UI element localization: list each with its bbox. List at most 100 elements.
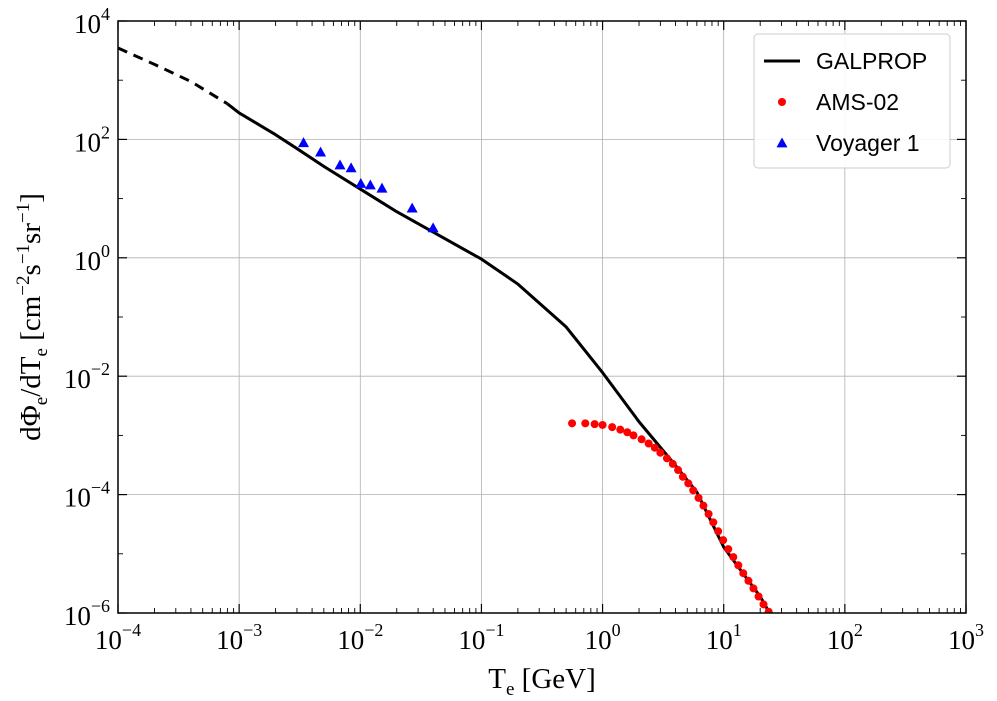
x-tick-label: 103 [948, 620, 984, 655]
ams02-point [678, 472, 687, 481]
ams02-point [694, 493, 703, 502]
x-tick-label-base: 10 [706, 625, 733, 655]
x-tick-label: 102 [827, 620, 863, 655]
x-tick-label-base: 10 [458, 625, 485, 655]
y-axis-title-part: e [31, 348, 52, 356]
ams02-point [709, 518, 718, 527]
legend-label: AMS-02 [816, 89, 899, 115]
ams02-point [704, 510, 713, 519]
x-tick-label-exponent: −3 [243, 620, 262, 640]
legend-label: GALPROP [816, 48, 927, 74]
minor-ticks [118, 21, 966, 613]
voyager1-point [406, 202, 418, 213]
voyager1-point [345, 162, 357, 173]
voyager1-point [334, 159, 346, 170]
voyager1-point [364, 179, 376, 190]
x-tick-label-base: 10 [948, 625, 975, 655]
ams02-point [689, 486, 698, 495]
y-tick-label-exponent: 4 [101, 4, 110, 24]
y-tick-label-exponent: 0 [101, 241, 110, 261]
x-tick-labels: 10−4 10−3 10−2 10−1 100 101 102 103 [95, 620, 984, 655]
x-axis-title-sub: e [506, 679, 514, 700]
x-tick-label: 100 [585, 620, 621, 655]
voyager1-point [315, 146, 327, 157]
y-axis-title-part: s [15, 264, 47, 275]
x-tick-label-base: 10 [827, 625, 854, 655]
ams02-point [754, 592, 763, 601]
ams02-point [668, 459, 677, 468]
ams02-point [568, 419, 577, 428]
ams02-point [650, 443, 659, 452]
y-tick-label: 100 [74, 241, 110, 276]
x-tick-label-base: 10 [216, 625, 243, 655]
x-tick-label: 10−4 [95, 620, 141, 655]
x-axis-title-main: T [488, 663, 506, 695]
voyager1-point [355, 177, 367, 188]
x-tick-label-exponent: 0 [612, 620, 621, 640]
ams02-point [749, 584, 758, 593]
y-axis-title-part: [cm [15, 295, 47, 348]
y-tick-label-exponent: 2 [101, 122, 110, 142]
ams02-point [644, 439, 653, 448]
y-tick-label-base: 10 [74, 127, 101, 157]
ams02-point [623, 428, 632, 437]
series-layer [118, 46, 773, 613]
plot-frame [117, 20, 967, 614]
y-axis-title-part: /dT [15, 356, 47, 397]
x-axis-title-rest: [GeV] [514, 663, 595, 695]
x-tick-label: 10−1 [458, 620, 504, 655]
y-tick-label-exponent: −4 [91, 478, 110, 498]
voyager1-point [427, 222, 439, 233]
ams02-point [764, 607, 773, 613]
y-tick-label: 10−6 [64, 596, 110, 631]
ams02-point [637, 435, 646, 444]
ams02-point [719, 536, 728, 545]
x-tick-label: 10−2 [337, 620, 383, 655]
ams02-point [699, 501, 708, 510]
ams02-point [734, 561, 743, 570]
y-tick-label-base: 10 [74, 9, 101, 39]
x-tick-label-base: 10 [95, 625, 122, 655]
y-tick-label: 102 [74, 122, 110, 157]
y-axis-title-part: e [31, 397, 52, 405]
y-axis-title-part: dΦ [15, 405, 47, 441]
y-tick-label: 10−2 [64, 359, 110, 394]
ams02-point [656, 448, 665, 457]
y-axis-title-part: −1 [13, 203, 34, 223]
y-tick-label-base: 10 [74, 246, 101, 276]
legend-box [753, 33, 951, 169]
voyager1-point [376, 182, 388, 193]
galprop-extrapolated-line [118, 46, 229, 106]
y-tick-label-exponent: −2 [91, 359, 110, 379]
x-tick-label-base: 10 [585, 625, 612, 655]
y-tick-label: 104 [74, 4, 110, 39]
ams02-point [684, 479, 693, 488]
ams02-point [744, 576, 753, 585]
x-tick-label: 101 [706, 620, 742, 655]
y-axis-title-part: −1 [13, 244, 34, 264]
voyager1-point [298, 137, 310, 148]
legend: GALPROP AMS-02 Voyager 1 [753, 33, 951, 169]
x-axis-title: Te [GeV] [488, 663, 595, 700]
ams02-point [729, 553, 738, 562]
ams02-point [759, 600, 768, 609]
y-tick-label-base: 10 [64, 601, 91, 631]
legend-ams02-swatch [778, 98, 786, 106]
x-tick-label-exponent: 3 [975, 620, 984, 640]
ams02-point [714, 527, 723, 536]
galprop-line [226, 102, 772, 613]
ams02-point [616, 425, 625, 434]
x-tick-label: 10−3 [216, 620, 262, 655]
ams02-point [674, 466, 683, 475]
ams02-point [629, 431, 638, 440]
ams02-point [590, 420, 599, 429]
x-tick-label-base: 10 [337, 625, 364, 655]
y-tick-label-base: 10 [64, 483, 91, 513]
ams02-point [608, 423, 617, 432]
ams02-point [724, 545, 733, 554]
ams02-point [739, 569, 748, 578]
ams02-point [581, 419, 590, 428]
y-tick-label-exponent: −6 [91, 596, 110, 616]
